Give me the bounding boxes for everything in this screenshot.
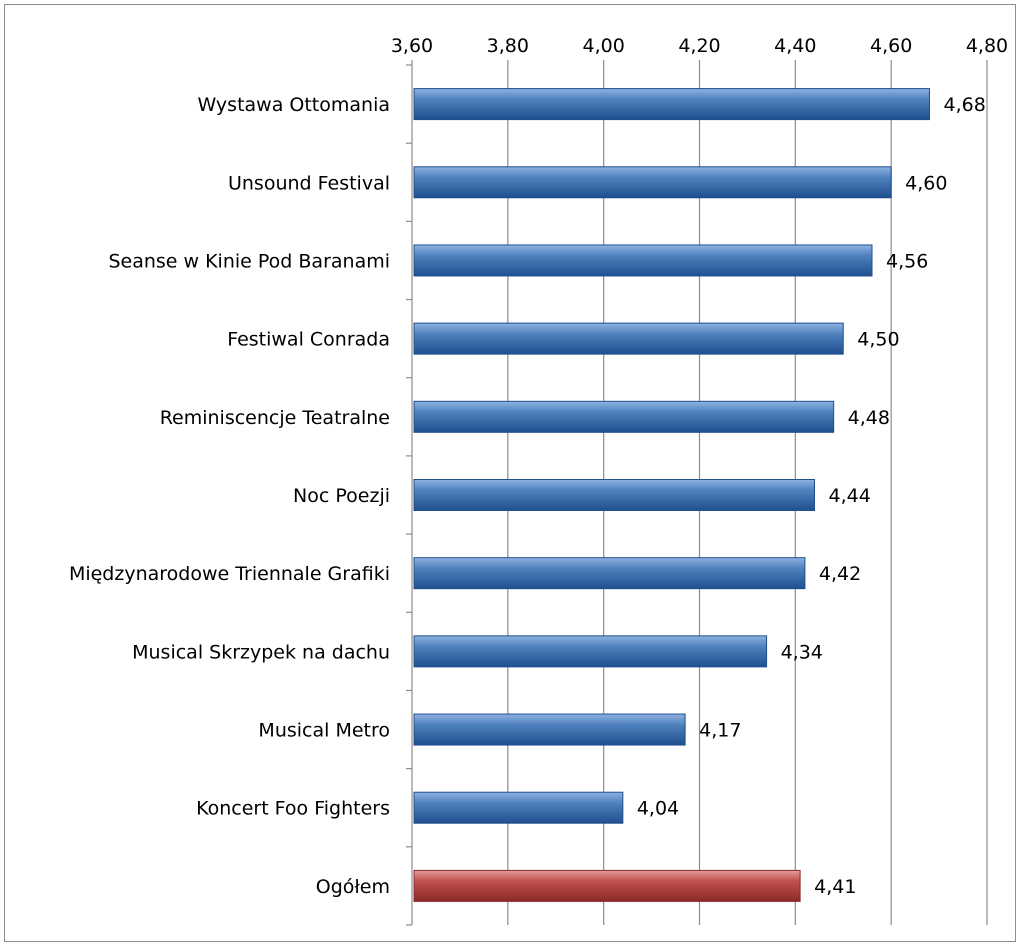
bar bbox=[413, 322, 844, 355]
bar bbox=[413, 791, 624, 824]
category-label: Noc Poezji bbox=[293, 485, 390, 507]
x-tick-label: 4,40 bbox=[774, 35, 816, 57]
category-label: Reminiscencje Teatralne bbox=[160, 407, 390, 429]
data-label: 4,34 bbox=[781, 641, 823, 663]
category-label: Międzynarodowe Triennale Grafiki bbox=[69, 563, 390, 585]
bar bbox=[413, 869, 801, 902]
x-tick-label: 3,80 bbox=[487, 35, 529, 57]
data-label: 4,41 bbox=[814, 876, 856, 898]
category-label: Musical Metro bbox=[258, 720, 390, 742]
x-tick-label: 4,80 bbox=[966, 35, 1008, 57]
bar bbox=[413, 557, 806, 590]
data-label: 4,60 bbox=[905, 172, 947, 194]
bar bbox=[413, 635, 768, 668]
bar bbox=[413, 713, 686, 746]
bar bbox=[413, 244, 873, 277]
category-label: Seanse w Kinie Pod Baranami bbox=[108, 250, 390, 272]
data-label: 4,04 bbox=[637, 798, 679, 820]
data-label: 4,48 bbox=[848, 407, 890, 429]
bar bbox=[413, 166, 892, 199]
data-label: 4,17 bbox=[699, 720, 741, 742]
category-label: Unsound Festival bbox=[228, 172, 390, 194]
x-tick-label: 4,60 bbox=[870, 35, 912, 57]
category-label: Festiwal Conrada bbox=[227, 329, 390, 351]
category-label: Ogółem bbox=[316, 876, 390, 898]
bar bbox=[413, 400, 835, 433]
bar bbox=[413, 479, 815, 511]
bars bbox=[413, 88, 930, 902]
data-label: 4,42 bbox=[819, 563, 861, 585]
gridlines bbox=[507, 65, 988, 925]
data-label: 4,56 bbox=[886, 250, 928, 272]
chart-frame bbox=[4, 4, 1016, 942]
x-tick-label: 3,60 bbox=[391, 35, 433, 57]
y-axis bbox=[406, 64, 413, 926]
x-axis-ticks: 3,60 3,80 4,00 4,20 4,40 4,60 4,80 bbox=[391, 35, 1008, 65]
x-tick-label: 4,00 bbox=[583, 35, 625, 57]
x-tick-label: 4,20 bbox=[678, 35, 720, 57]
bar bbox=[413, 88, 930, 121]
category-label: Koncert Foo Fighters bbox=[196, 798, 390, 820]
data-label: 4,50 bbox=[857, 329, 899, 351]
data-label: 4,44 bbox=[829, 485, 871, 507]
data-label: 4,68 bbox=[944, 94, 986, 116]
labels: Wystawa Ottomania 4,68 Unsound Festival 4,6… bbox=[69, 94, 986, 898]
category-label: Wystawa Ottomania bbox=[197, 94, 390, 116]
category-label: Musical Skrzypek na dachu bbox=[132, 641, 390, 663]
